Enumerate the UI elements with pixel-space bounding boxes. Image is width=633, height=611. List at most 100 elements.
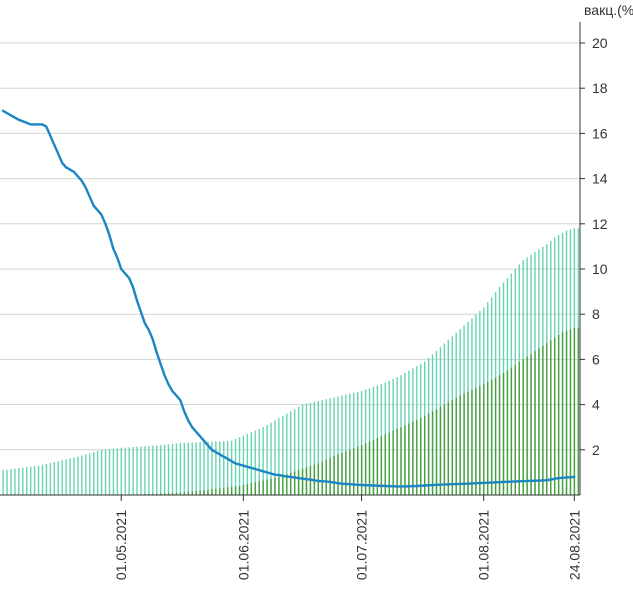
bar-total bbox=[18, 468, 19, 495]
bar-total bbox=[10, 469, 11, 495]
bar-total bbox=[223, 441, 224, 495]
bar-full bbox=[570, 329, 571, 495]
bar-full bbox=[333, 456, 334, 495]
bar-full bbox=[444, 405, 445, 495]
bar-full bbox=[215, 489, 216, 495]
bar-full bbox=[487, 382, 488, 495]
bar-full bbox=[219, 488, 220, 495]
bar-total bbox=[164, 445, 165, 495]
bar-full bbox=[243, 485, 244, 495]
bar-total bbox=[58, 461, 59, 495]
bar-full bbox=[515, 365, 516, 495]
bar-full bbox=[467, 392, 468, 495]
bar-total bbox=[113, 449, 114, 495]
bar-total bbox=[172, 444, 173, 495]
bars-total-series bbox=[2, 228, 579, 495]
bar-total bbox=[160, 445, 161, 495]
bar-total bbox=[148, 446, 149, 495]
bar-total bbox=[156, 446, 157, 495]
bar-full bbox=[262, 481, 263, 495]
bar-full bbox=[231, 487, 232, 495]
bar-full bbox=[329, 458, 330, 495]
y-tick-label: 20 bbox=[592, 35, 608, 51]
bar-full bbox=[499, 375, 500, 495]
x-tick-label: 01.08.2021 bbox=[476, 510, 492, 580]
bar-total bbox=[207, 442, 208, 495]
series-line bbox=[3, 111, 574, 487]
bar-total bbox=[38, 466, 39, 495]
bar-full bbox=[400, 427, 401, 495]
bar-total bbox=[93, 452, 94, 495]
bar-total bbox=[34, 466, 35, 495]
bar-total bbox=[195, 442, 196, 495]
bar-total bbox=[184, 443, 185, 495]
bar-total bbox=[77, 457, 78, 495]
bar-full bbox=[302, 469, 303, 495]
y-tick-label: 6 bbox=[592, 351, 600, 367]
bar-full bbox=[404, 425, 405, 495]
bar-total bbox=[2, 470, 3, 495]
bar-total bbox=[128, 447, 129, 495]
bar-total bbox=[105, 449, 106, 495]
bar-full bbox=[211, 489, 212, 495]
bar-total bbox=[144, 446, 145, 495]
bar-full bbox=[259, 481, 260, 495]
bar-full bbox=[452, 400, 453, 495]
bar-full bbox=[420, 418, 421, 495]
bar-full bbox=[365, 443, 366, 495]
bar-full bbox=[203, 490, 204, 495]
bar-full bbox=[373, 440, 374, 495]
bar-full bbox=[475, 388, 476, 495]
x-tick-label: 01.07.2021 bbox=[354, 510, 370, 580]
bar-full bbox=[247, 484, 248, 495]
bar-total bbox=[168, 444, 169, 495]
bar-full bbox=[479, 386, 480, 495]
bar-total bbox=[227, 441, 228, 495]
bar-total bbox=[136, 447, 137, 495]
bar-full bbox=[341, 453, 342, 495]
bar-full bbox=[448, 402, 449, 495]
bar-full bbox=[530, 354, 531, 495]
bar-full bbox=[436, 409, 437, 495]
bar-full bbox=[519, 362, 520, 495]
bar-total bbox=[26, 467, 27, 495]
bar-total bbox=[30, 467, 31, 495]
bar-full bbox=[322, 462, 323, 495]
bar-full bbox=[239, 486, 240, 495]
bar-total bbox=[152, 446, 153, 495]
bar-total bbox=[62, 460, 63, 495]
bar-full bbox=[456, 398, 457, 495]
bar-full bbox=[192, 491, 193, 495]
bar-full bbox=[566, 331, 567, 495]
bar-total bbox=[192, 442, 193, 495]
bar-full bbox=[432, 411, 433, 495]
axes bbox=[0, 22, 585, 501]
bar-full bbox=[349, 450, 350, 495]
bar-full bbox=[361, 445, 362, 495]
bar-total bbox=[176, 443, 177, 495]
bar-full bbox=[546, 343, 547, 495]
bar-total bbox=[117, 448, 118, 495]
bar-full bbox=[337, 454, 338, 495]
bar-full bbox=[554, 338, 555, 495]
bar-full bbox=[526, 357, 527, 495]
bar-full bbox=[270, 479, 271, 495]
bar-full bbox=[562, 332, 563, 495]
y-tick-label: 2 bbox=[592, 442, 600, 458]
y-tick-label: 16 bbox=[592, 125, 608, 141]
line-series-group bbox=[3, 111, 574, 487]
bar-total bbox=[109, 449, 110, 495]
bar-full bbox=[345, 451, 346, 495]
bar-full bbox=[534, 351, 535, 495]
bar-total bbox=[140, 447, 141, 495]
bar-total bbox=[125, 448, 126, 495]
bar-total bbox=[121, 448, 122, 495]
x-tick-label: 01.05.2021 bbox=[113, 510, 129, 580]
bar-full bbox=[463, 394, 464, 495]
bar-full bbox=[294, 471, 295, 495]
bar-total bbox=[14, 469, 15, 495]
y-tick-label: 14 bbox=[592, 171, 608, 187]
bar-full bbox=[522, 359, 523, 495]
bar-total bbox=[132, 447, 133, 495]
bar-total bbox=[42, 465, 43, 495]
